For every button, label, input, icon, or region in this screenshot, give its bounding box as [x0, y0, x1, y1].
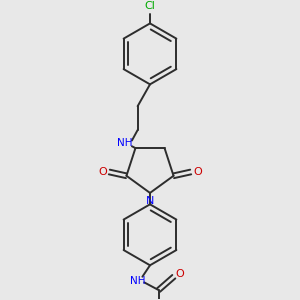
Text: N: N	[146, 196, 154, 206]
Text: O: O	[175, 269, 184, 279]
Text: NH: NH	[130, 275, 146, 286]
Text: O: O	[98, 167, 107, 177]
Text: Cl: Cl	[145, 1, 155, 11]
Text: NH: NH	[118, 138, 133, 148]
Text: O: O	[193, 167, 202, 177]
